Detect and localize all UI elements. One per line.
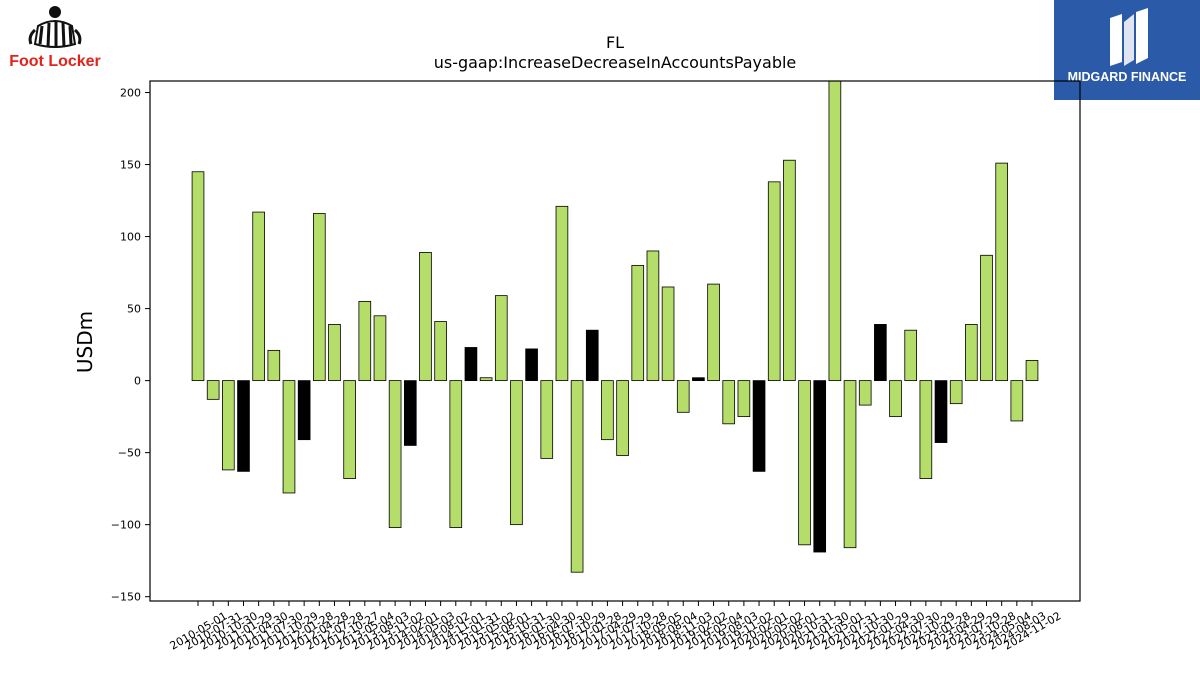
midgard-mark-icon: MIDGARD FINANCE — [1068, 8, 1187, 84]
bar-2012-10-27 — [343, 380, 356, 479]
bar-2015-08-01 — [494, 295, 508, 382]
bar-2010-05-01 — [191, 171, 205, 382]
bar-2020-08-01 — [783, 159, 796, 382]
bar-2019-05-04 — [707, 283, 720, 382]
bar-2018-05-05 — [646, 250, 660, 382]
bar-2021-05-01 — [828, 80, 842, 382]
bar-2017-10-28 — [631, 264, 645, 382]
midgard-finance-logo: MIDGARD FINANCE — [1054, 0, 1200, 100]
bar-2011-07-30 — [267, 349, 281, 382]
midgard-finance-wordmark: MIDGARD FINANCE — [1068, 70, 1187, 84]
y-tick-label: −50 — [118, 447, 141, 460]
bar-2012-01-28 — [297, 380, 311, 441]
y-tick-label: 200 — [120, 87, 141, 100]
bar-2017-04-29 — [601, 380, 614, 441]
bar-2024-08-03 — [1010, 380, 1024, 422]
bar-2022-10-29 — [919, 380, 933, 479]
bar-2024-05-04 — [995, 162, 1008, 382]
bar-2019-02-02 — [692, 377, 705, 382]
bar-2019-08-03 — [722, 380, 736, 425]
bar-2020-05-02 — [767, 181, 781, 382]
bar-2021-07-31 — [843, 380, 857, 549]
y-tick-label: 100 — [120, 231, 141, 244]
bar-2014-05-03 — [419, 252, 432, 382]
bar-2021-01-30 — [813, 380, 827, 553]
bar-2017-07-29 — [616, 380, 629, 456]
bar-2016-04-30 — [540, 380, 554, 459]
bar-2022-04-30 — [889, 380, 902, 418]
bar-2015-05-02 — [479, 377, 493, 382]
bars-group — [191, 80, 1039, 573]
bar-2020-02-01 — [752, 380, 766, 472]
bar-2011-01-29 — [237, 380, 250, 472]
referee-figure-icon: Foot Locker — [9, 6, 101, 70]
bar-2010-07-31 — [206, 380, 220, 400]
bar-2017-01-28 — [585, 329, 599, 382]
bar-2015-10-31 — [510, 380, 523, 526]
bar-2013-08-03 — [373, 315, 387, 382]
bar-2023-01-28 — [934, 380, 948, 443]
bar-2012-07-28 — [328, 324, 341, 382]
chart-title: FL — [606, 33, 624, 52]
bar-2022-01-29 — [874, 324, 887, 382]
bar-2013-05-04 — [358, 300, 372, 382]
bar-2012-04-28 — [312, 213, 326, 382]
bar-2016-07-30 — [555, 205, 569, 382]
bar-2014-08-02 — [434, 321, 447, 382]
bar-2016-10-29 — [570, 380, 584, 573]
bar-2024-11-02 — [1025, 360, 1039, 382]
y-tick-label: −100 — [111, 519, 141, 532]
y-tick-label: 150 — [120, 159, 141, 172]
bar-2011-04-30 — [252, 211, 265, 382]
bar-2019-11-02 — [737, 380, 751, 418]
y-axis-label: USDm — [73, 311, 97, 373]
bar-2023-07-29 — [965, 324, 978, 382]
bar-2015-01-31 — [464, 347, 478, 382]
bar-2016-01-30 — [525, 348, 538, 382]
bar-2014-11-01 — [449, 380, 463, 528]
bar-2021-10-30 — [858, 380, 872, 406]
bar-2013-11-02 — [388, 380, 402, 528]
y-tick-label: 50 — [127, 303, 141, 316]
bar-2023-04-29 — [949, 380, 963, 405]
y-axis-ticks: −150 −100 −50 0 50 100 150 200 — [111, 87, 150, 604]
bar-2023-10-28 — [980, 254, 993, 382]
foot-locker-wordmark: Foot Locker — [9, 53, 101, 70]
bar-2010-10-30 — [222, 380, 235, 471]
bar-2020-10-31 — [798, 380, 811, 546]
x-axis-ticks: 2010-05-012010-07-312010-10-302011-01-29… — [168, 601, 1064, 653]
y-tick-label: 0 — [134, 375, 141, 388]
bar-2014-02-01 — [403, 380, 417, 446]
foot-locker-logo: Foot Locker — [0, 0, 115, 75]
chart-subtitle: us-gaap:IncreaseDecreaseInAccountsPayabl… — [434, 53, 797, 72]
y-tick-label: −150 — [111, 591, 141, 604]
bar-2018-11-03 — [676, 380, 690, 413]
plot-frame — [149, 80, 1081, 602]
bar-2022-07-30 — [904, 329, 918, 382]
bar-2018-08-04 — [661, 286, 675, 382]
bar-2011-10-29 — [282, 380, 296, 494]
